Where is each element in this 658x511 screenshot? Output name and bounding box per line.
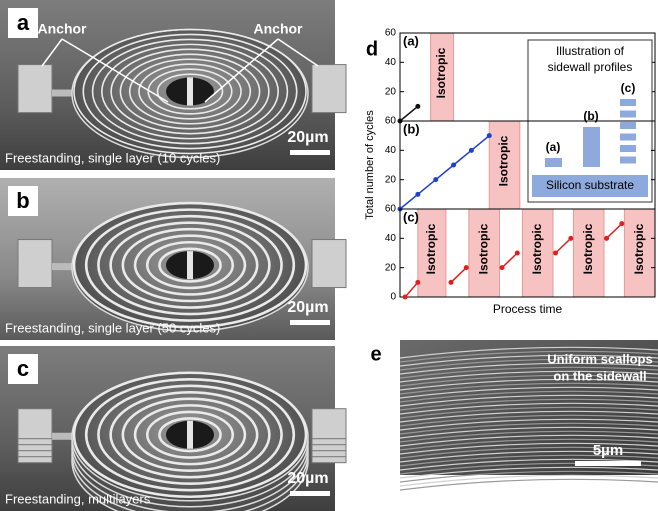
isotropic-label: Isotropic [476,223,490,274]
y-tick-label: 0 [390,292,396,303]
series-line [400,106,418,121]
subplot-title: (a) [403,33,419,48]
profile-c [620,99,636,106]
isotropic-label: Isotropic [424,223,438,274]
series-point [487,133,492,138]
center-bridge [187,251,193,279]
anchor-pad [312,65,346,113]
y-tick-label: 40 [385,57,397,68]
anchor-pad [18,409,52,439]
panel-label: a [17,10,30,35]
y-axis-label: Total number of cycles [364,110,376,220]
isotropic-label: Isotropic [632,223,646,274]
isotropic-label: Isotropic [530,223,544,274]
scale-bar [575,461,641,466]
scale-bar-label: 20µm [287,129,328,146]
anchor-pad [312,409,346,439]
inset-title: Illustration of [556,44,625,58]
subplot-title: (c) [403,209,419,224]
profile-c [620,111,636,118]
y-tick-label: 20 [385,262,397,273]
scallop-line [400,479,658,490]
profile-c [620,134,636,141]
series-point [568,236,573,241]
anchor-label: Anchor [254,21,304,37]
panel-label: e [370,343,381,365]
series-point [415,192,420,197]
series-point [500,265,505,270]
isotropic-label: Isotropic [581,223,595,274]
figure: a 20µm Freestanding, single layer (10 cycl… [0,0,658,511]
anchor-pad [18,240,52,288]
series-point [464,265,469,270]
scale-bar [290,320,330,325]
scale-bar-label: 20µm [287,470,328,487]
series-point [553,251,558,256]
y-tick-label: 60 [385,116,397,127]
series-point [449,280,454,285]
profile-b [583,127,600,167]
scale-bar [290,150,330,155]
caption: Freestanding, single layer (10 cycles) [5,150,220,165]
panel-label: b [16,188,29,213]
profile-label: (a) [546,140,561,154]
inset-title: sidewall profiles [548,60,633,74]
y-tick-label: 20 [385,174,397,185]
panel-label: c [17,356,29,381]
series-point [415,104,420,109]
y-tick-label: 60 [385,204,397,215]
caption: Uniform scallops [547,351,652,366]
y-tick-label: 60 [385,28,397,39]
isotropic-label: Isotropic [497,135,511,186]
series-point [451,163,456,168]
y-tick-label: 20 [385,86,397,97]
anchor-pad [18,65,52,113]
caption: Freestanding, single layer (50 cycles) [5,320,220,335]
substrate-label: Silicon substrate [546,178,634,192]
scale-bar-label: 20µm [287,299,328,316]
series-line [400,136,489,209]
center-bridge [187,421,193,449]
series-point [604,236,609,241]
profile-c [620,145,636,152]
series-point [515,251,520,256]
scale-bar-label: 5µm [593,442,623,459]
anchor-label: Anchor [38,21,88,37]
profile-c [620,157,636,164]
profile-label: (c) [621,81,636,95]
y-tick-label: 40 [385,233,397,244]
center-bridge [187,78,193,106]
series-point [415,280,420,285]
caption: Freestanding, multilayers [5,491,151,506]
series-point [469,148,474,153]
panel-label: d [366,38,378,60]
scale-bar [290,491,330,496]
series-point [619,221,624,226]
caption: on the sidewall [553,368,646,383]
anchor-pad [312,240,346,288]
isotropic-label: Isotropic [434,47,448,98]
series-point [433,177,438,182]
y-tick-label: 40 [385,145,397,156]
profile-c [620,122,636,129]
x-axis-label: Process time [493,302,563,316]
series-point [403,295,408,300]
subplot-title: (b) [403,121,420,136]
profile-a [545,158,562,167]
